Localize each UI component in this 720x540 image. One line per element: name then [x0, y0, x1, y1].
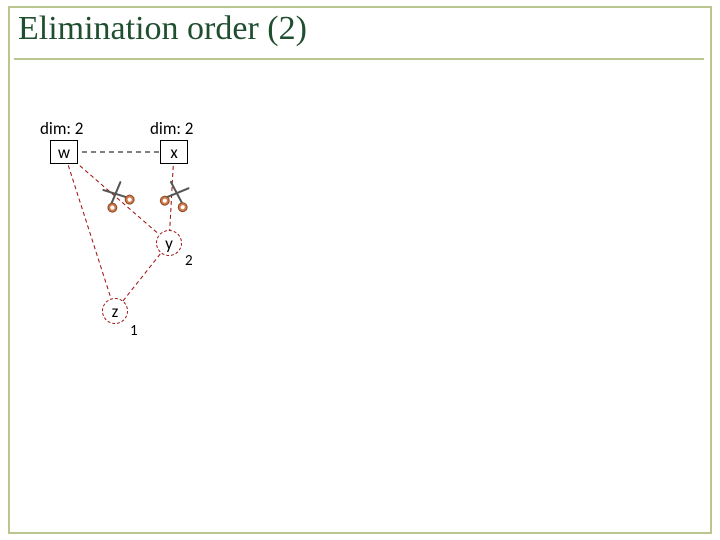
dim-label-w: dim: 2 — [40, 118, 83, 139]
node-z-label: z — [112, 301, 119, 322]
page-title: Elimination order (2) — [18, 10, 307, 48]
order-num-y: 2 — [185, 252, 193, 270]
node-x-label: x — [170, 142, 177, 163]
node-w: w — [50, 140, 78, 164]
title-underline — [14, 58, 704, 60]
node-y-label: y — [165, 233, 173, 254]
node-z: z — [102, 298, 128, 324]
node-y: y — [156, 230, 182, 256]
dim-label-x: dim: 2 — [150, 118, 193, 139]
node-x: x — [160, 140, 188, 164]
order-num-z: 1 — [130, 322, 138, 340]
node-w-label: w — [58, 142, 70, 163]
slide-frame — [8, 6, 712, 534]
